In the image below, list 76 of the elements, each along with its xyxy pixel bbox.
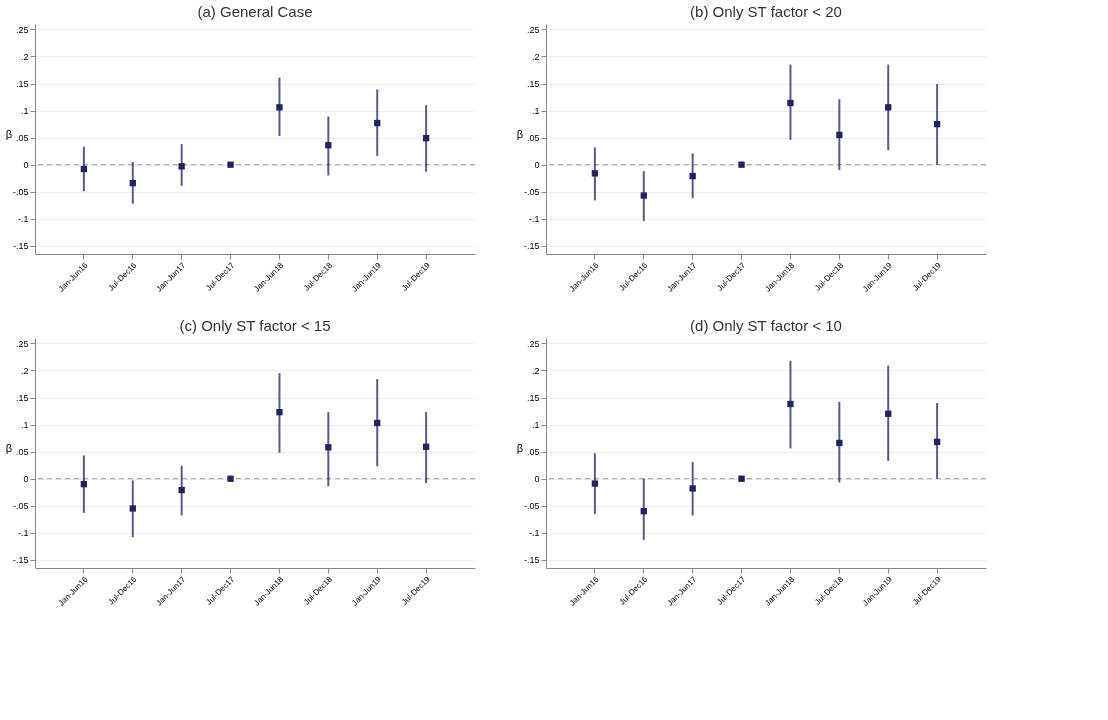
y-tick-label: .05	[15, 447, 29, 458]
y-tick-label: .2	[531, 51, 540, 62]
point	[129, 179, 136, 187]
point	[640, 508, 647, 515]
y-tick-label: .15	[15, 393, 29, 404]
y-tick-label: -.05	[12, 501, 29, 512]
y-axis-title: β	[5, 441, 13, 454]
point	[885, 104, 892, 111]
point	[325, 444, 332, 451]
point	[836, 131, 843, 139]
point	[276, 104, 283, 111]
y-axis-title: β	[516, 441, 524, 454]
point	[787, 400, 794, 408]
y-tick-label: .1	[20, 420, 29, 431]
point	[80, 165, 88, 173]
y-tick-label: 0	[534, 160, 540, 171]
y-tick-label: .15	[526, 79, 540, 90]
y-tick-label: .2	[20, 51, 29, 62]
y-tick-label: 0	[534, 474, 540, 485]
point	[422, 135, 430, 142]
point	[591, 480, 599, 487]
y-tick-label: -.1	[17, 528, 29, 539]
y-tick-label: .05	[526, 447, 540, 458]
chart-title: (d) Only ST factor < 10	[690, 317, 842, 334]
y-axis-title: β	[516, 127, 524, 140]
y-tick-label: -.1	[528, 214, 540, 225]
chart-title: (b) Only ST factor < 20	[690, 3, 842, 20]
y-tick-label: .15	[526, 393, 540, 404]
point	[591, 170, 599, 177]
y-tick-label: -.15	[12, 241, 29, 252]
y-tick-label: .1	[531, 420, 540, 431]
point	[374, 119, 381, 127]
y-tick-label: .25	[526, 24, 540, 35]
y-tick-label: .25	[15, 24, 29, 35]
point	[787, 99, 794, 107]
point	[689, 485, 696, 492]
point	[738, 475, 745, 482]
y-tick-label: .25	[15, 338, 29, 349]
point	[836, 439, 843, 447]
y-tick-label: -.05	[523, 501, 540, 512]
y-tick-label: .05	[15, 133, 29, 144]
y-tick-label: .25	[526, 338, 540, 349]
y-tick-label: 0	[23, 160, 29, 171]
point	[422, 443, 430, 450]
point	[276, 408, 283, 416]
y-tick-label: .1	[20, 106, 29, 117]
point	[227, 161, 234, 168]
point	[325, 142, 332, 149]
point	[738, 161, 745, 168]
point	[374, 419, 381, 427]
point	[80, 480, 88, 488]
y-tick-label: .1	[531, 106, 540, 117]
y-tick-label: -.05	[523, 187, 540, 198]
y-tick-label: .05	[526, 133, 540, 144]
y-tick-label: .2	[20, 365, 29, 376]
y-tick-label: -.15	[523, 555, 540, 566]
y-tick-label: .2	[531, 365, 540, 376]
chart-title: (a) General Case	[197, 3, 313, 20]
point	[933, 120, 941, 128]
y-tick-label: .15	[15, 79, 29, 90]
point	[129, 505, 136, 512]
point	[933, 438, 941, 446]
point	[689, 172, 696, 180]
point	[640, 192, 647, 199]
y-tick-label: -.15	[12, 555, 29, 566]
y-tick-label: -.05	[12, 187, 29, 198]
point	[178, 163, 185, 170]
chart-title: (c) Only ST factor < 15	[179, 317, 331, 334]
point	[227, 475, 234, 482]
point	[885, 410, 892, 417]
y-tick-label: -.15	[523, 241, 540, 252]
y-axis-title: β	[5, 127, 13, 140]
y-tick-label: 0	[23, 474, 29, 485]
y-tick-label: -.1	[17, 214, 29, 225]
point	[178, 486, 185, 494]
y-tick-label: -.1	[528, 528, 540, 539]
